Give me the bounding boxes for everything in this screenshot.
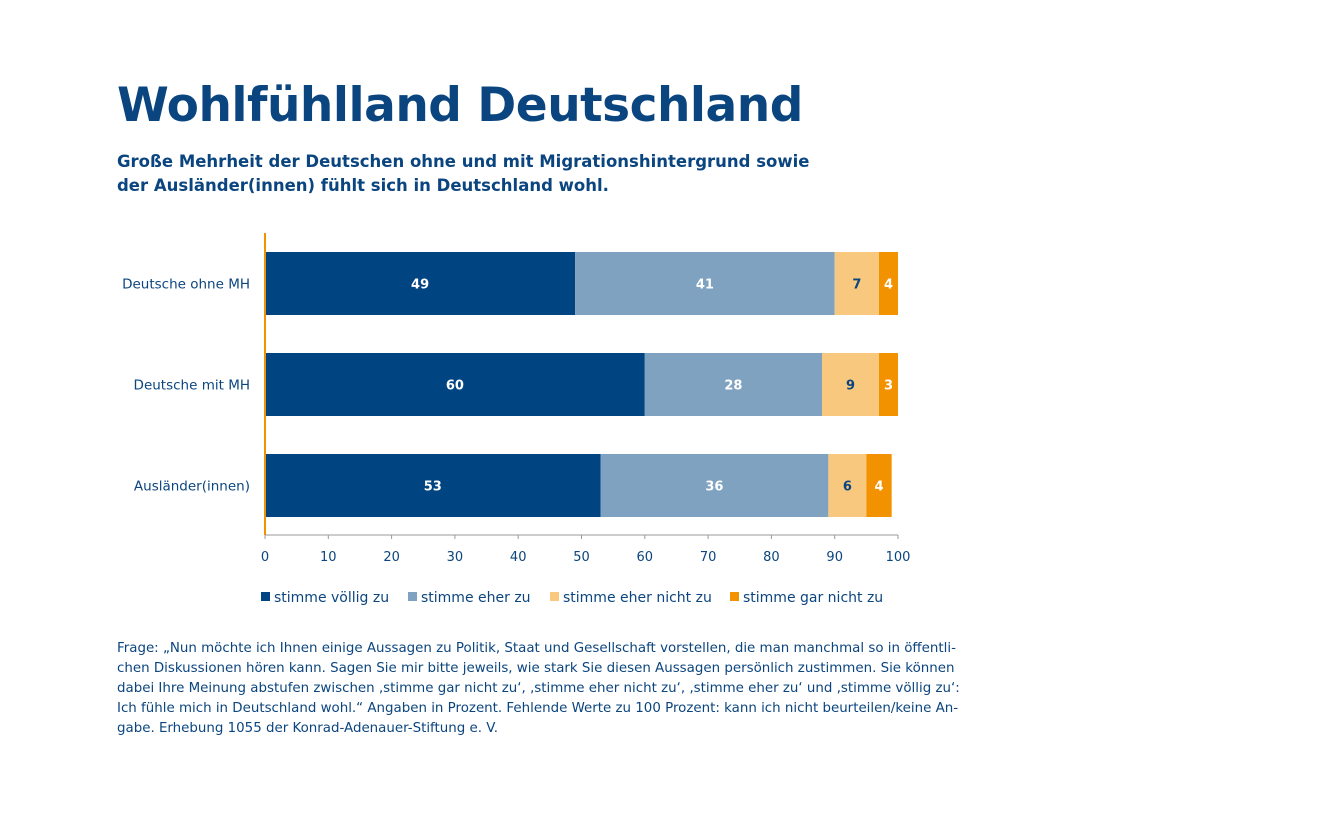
legend-label: stimme völlig zu xyxy=(274,590,389,606)
legend-label: stimme gar nicht zu xyxy=(743,590,883,606)
data-label: 9 xyxy=(846,379,855,394)
data-label: 28 xyxy=(724,379,742,394)
data-label: 7 xyxy=(852,278,861,293)
category-label: Ausländer(innen) xyxy=(134,479,250,495)
bar-segment xyxy=(265,252,576,315)
x-tick-label: 40 xyxy=(510,550,527,565)
data-label: 36 xyxy=(705,480,723,495)
x-tick-label: 60 xyxy=(637,550,654,565)
x-tick-label: 20 xyxy=(383,550,400,565)
data-label: 4 xyxy=(874,480,883,495)
data-label: 49 xyxy=(411,278,429,293)
bar-segment xyxy=(879,252,898,315)
bar-segment xyxy=(265,454,601,517)
bar-segment xyxy=(834,252,880,315)
bar-segment xyxy=(265,353,645,416)
category-label: Deutsche ohne MH xyxy=(122,277,250,293)
x-tick-label: 10 xyxy=(320,550,337,565)
legend-swatch xyxy=(261,592,270,601)
x-tick-label: 0 xyxy=(261,550,269,565)
x-tick-label: 50 xyxy=(573,550,590,565)
data-label: 3 xyxy=(884,379,893,394)
bar-segment xyxy=(644,353,823,416)
bar-segment xyxy=(879,353,898,416)
x-tick-label: 70 xyxy=(700,550,717,565)
data-label: 53 xyxy=(424,480,442,495)
bar-segment xyxy=(822,353,880,416)
legend-label: stimme eher zu xyxy=(421,590,531,606)
x-tick-label: 90 xyxy=(826,550,843,565)
data-label: 4 xyxy=(884,278,893,293)
bar-segment xyxy=(575,252,835,315)
footnote: Frage: „Nun möchte ich Ihnen einige Auss… xyxy=(117,641,960,736)
bar-segment xyxy=(866,454,892,517)
legend-swatch xyxy=(550,592,559,601)
bar-segment xyxy=(600,454,829,517)
data-label: 60 xyxy=(446,379,464,394)
chart-subtitle: Große Mehrheit der Deutschen ohne und mi… xyxy=(117,152,810,195)
data-label: 41 xyxy=(696,278,714,293)
data-label: 6 xyxy=(843,480,852,495)
x-tick-label: 100 xyxy=(886,550,911,565)
x-tick-label: 80 xyxy=(763,550,780,565)
chart-title: Wohlfühlland Deutschland xyxy=(117,78,803,133)
legend-swatch xyxy=(408,592,417,601)
bar-segment xyxy=(828,454,867,517)
x-tick-label: 30 xyxy=(447,550,464,565)
category-label: Deutsche mit MH xyxy=(134,378,250,394)
legend-swatch xyxy=(730,592,739,601)
legend-label: stimme eher nicht zu xyxy=(563,590,712,606)
